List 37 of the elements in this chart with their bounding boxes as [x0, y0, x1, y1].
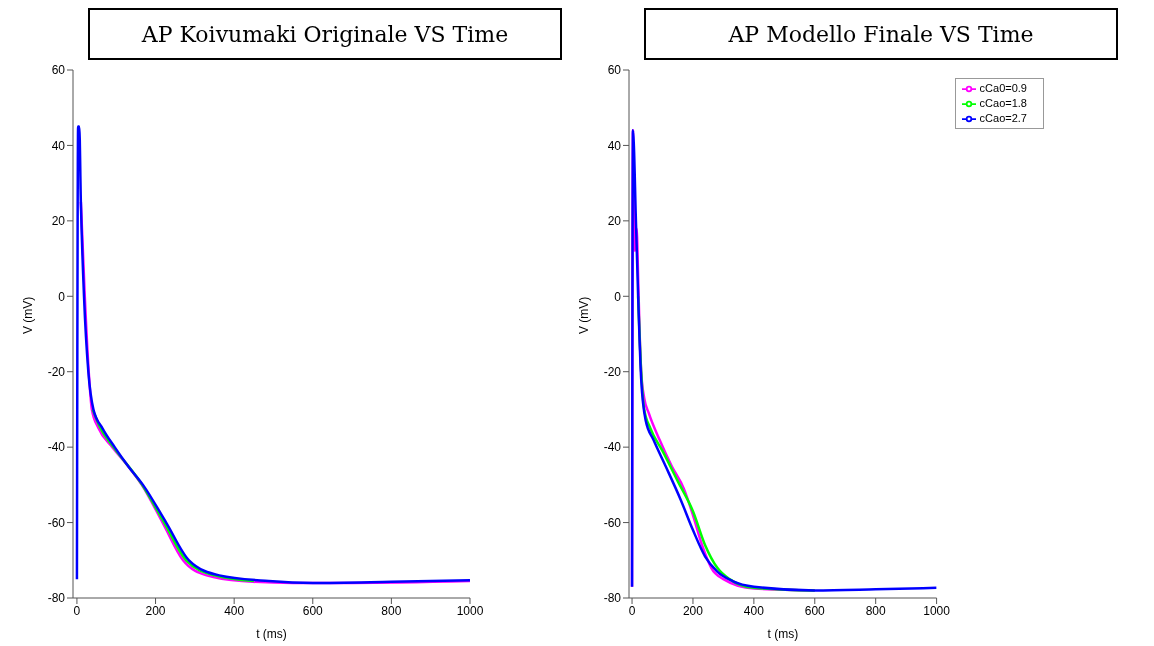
x-tick-label: 1000: [923, 603, 951, 618]
x-tick-label: 0: [628, 603, 636, 618]
y-tick-label: -20: [603, 364, 622, 379]
x-tick-label: 400: [224, 603, 245, 618]
y-tick-label: 20: [607, 214, 622, 229]
y-tick-label: -80: [47, 591, 66, 606]
x-tick-label: 1000: [456, 603, 484, 618]
legend-label: cCao=2.7: [979, 112, 1027, 125]
x-tick-label: 200: [145, 603, 166, 618]
y-tick-label: 0: [58, 289, 66, 304]
y-tick-label: 20: [51, 214, 66, 229]
x-axis-title: t (ms): [767, 627, 799, 641]
y-tick-label: -60: [47, 515, 66, 530]
legend-label: cCa0=0.9: [979, 82, 1027, 94]
y-tick-label: 40: [607, 138, 622, 153]
y-tick-label: -80: [603, 591, 622, 606]
x-tick-label: 600: [804, 603, 826, 618]
y-tick-label: 0: [614, 289, 622, 304]
y-axis-title: V (mV): [21, 296, 36, 334]
x-tick-label: 0: [73, 603, 81, 618]
x-tick-label: 800: [865, 603, 887, 618]
y-tick-label: 60: [607, 63, 622, 78]
y-tick-label: 60: [51, 63, 66, 78]
y-tick-label: -40: [47, 440, 66, 455]
y-tick-label: 40: [51, 138, 66, 153]
x-axis-title: t (ms): [256, 627, 287, 641]
y-tick-label: -60: [603, 515, 622, 530]
x-tick-label: 400: [743, 603, 765, 618]
x-tick-label: 800: [381, 603, 402, 618]
chart-title: AP Modello Finale VS Time: [644, 8, 1118, 60]
legend-label: cCao=1.8: [979, 97, 1027, 110]
chart-title: AP Koivumaki Originale VS Time: [88, 8, 562, 60]
y-tick-label: -40: [603, 440, 622, 455]
x-tick-label: 200: [682, 603, 704, 618]
y-tick-label: -20: [47, 364, 66, 379]
x-tick-label: 600: [302, 603, 324, 618]
y-axis-title: V (mV): [577, 296, 592, 334]
